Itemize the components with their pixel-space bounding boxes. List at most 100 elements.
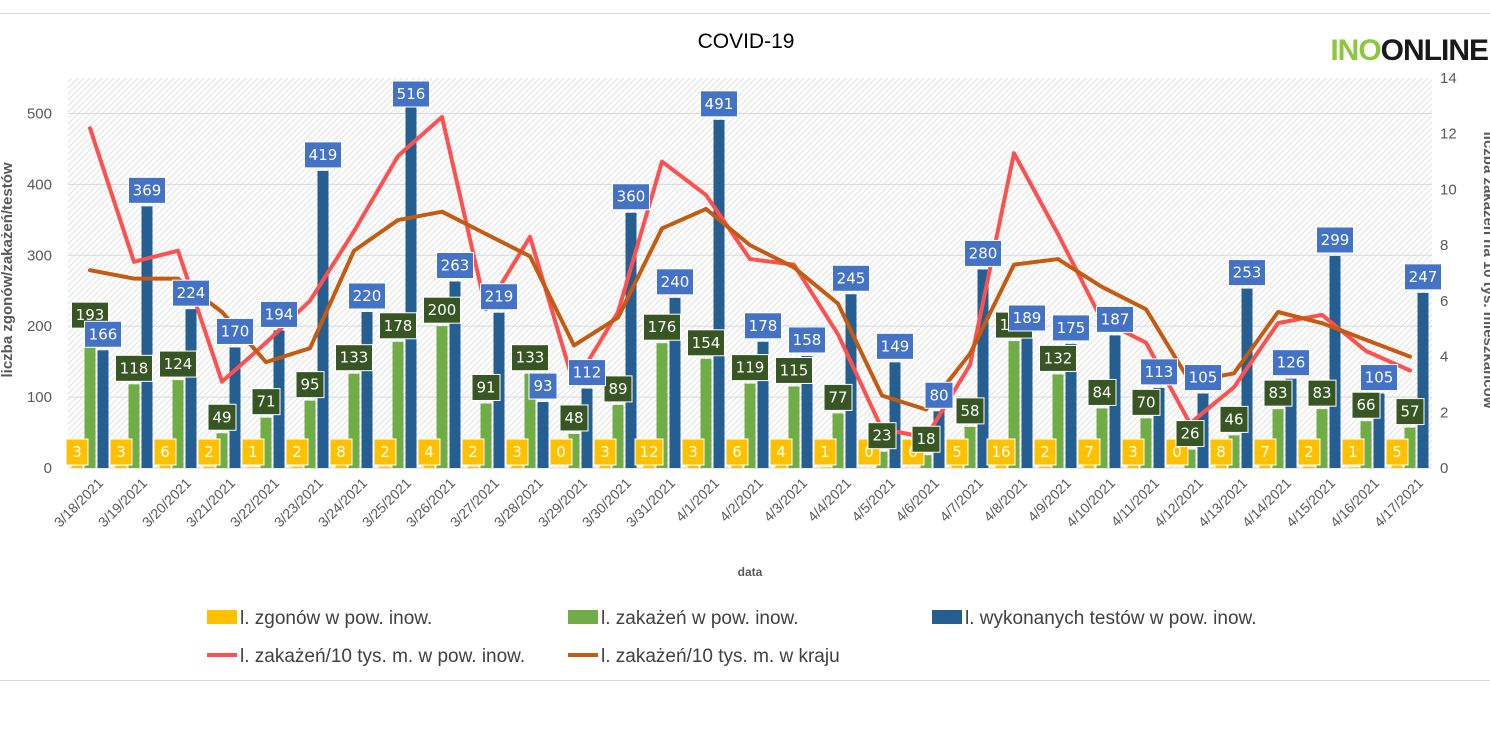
bar — [1316, 409, 1328, 468]
data-label: 2 — [204, 443, 214, 461]
data-label-box — [528, 372, 558, 400]
data-label: 5 — [1392, 443, 1402, 461]
bar — [687, 465, 699, 468]
data-label: 200 — [428, 301, 457, 319]
bar — [669, 297, 681, 468]
x-tick-label: 3/31/2021 — [623, 475, 679, 531]
bar — [889, 362, 901, 468]
data-label: 95 — [300, 376, 319, 394]
data-label-box — [832, 264, 870, 292]
data-label: 119 — [736, 359, 765, 377]
bar — [964, 426, 976, 468]
data-label: 263 — [441, 257, 470, 275]
data-label: 240 — [661, 273, 690, 291]
top-border — [0, 13, 1490, 14]
data-label-box — [115, 354, 153, 382]
bar — [845, 294, 857, 468]
data-label: 7 — [1260, 443, 1270, 461]
data-label-box — [392, 80, 430, 108]
data-label-box — [823, 383, 853, 411]
data-label: 247 — [1409, 268, 1438, 286]
data-label: 112 — [573, 364, 602, 382]
bar — [1096, 408, 1108, 468]
data-label-box — [461, 438, 485, 466]
x-axis-ticks: 3/18/20213/19/20213/20/20213/21/20213/22… — [51, 475, 1427, 531]
y-tick-label: 100 — [27, 389, 52, 406]
data-label-box — [251, 388, 281, 416]
data-label-box — [1008, 304, 1046, 332]
data-label: 105 — [1189, 369, 1218, 387]
data-label: 133 — [516, 349, 545, 367]
data-label: 57 — [1400, 403, 1419, 421]
data-label: 58 — [960, 402, 979, 420]
data-label-box — [775, 356, 813, 384]
data-label-box — [1307, 379, 1337, 407]
data-label-box — [285, 438, 309, 466]
data-label: 516 — [397, 85, 426, 103]
data-label-box — [1077, 438, 1101, 466]
data-label-box — [643, 313, 681, 341]
data-label-box — [924, 381, 954, 409]
legend-swatch — [207, 610, 237, 624]
x-tick-label: 4/5/2021 — [848, 475, 898, 525]
data-label: 91 — [476, 378, 495, 396]
data-label: 0 — [556, 443, 566, 461]
data-label-box — [417, 438, 441, 466]
bar — [788, 386, 800, 468]
bar — [436, 326, 448, 468]
x-tick-label: 4/3/2021 — [760, 475, 810, 525]
bar — [1140, 418, 1152, 468]
data-label-box — [1052, 314, 1090, 342]
data-label-box — [681, 438, 705, 466]
bar — [379, 466, 391, 468]
data-label-box — [505, 438, 529, 466]
bar — [141, 206, 153, 468]
bar — [260, 417, 272, 468]
data-label: 77 — [828, 388, 847, 406]
bar — [159, 463, 171, 468]
data-label: 2 — [1040, 443, 1050, 461]
y2-tick-label: 14 — [1440, 70, 1457, 87]
data-label-box — [1121, 438, 1145, 466]
bar — [1241, 288, 1253, 468]
data-label: 7 — [1084, 443, 1094, 461]
bar — [568, 433, 580, 468]
x-tick-label: 4/17/2021 — [1371, 475, 1427, 531]
data-label: 419 — [309, 146, 338, 164]
data-label: 124 — [164, 355, 193, 373]
legend-label: l. zakażeń w pow. inow. — [601, 608, 799, 629]
data-label-box — [1131, 388, 1161, 416]
y2-tick-label: 4 — [1440, 349, 1448, 366]
x-tick-label: 4/7/2021 — [936, 475, 986, 525]
data-label-box — [1253, 438, 1277, 466]
data-label: 93 — [533, 377, 552, 395]
data-label-box — [955, 397, 985, 425]
data-label: 178 — [384, 317, 413, 335]
bar — [97, 350, 109, 468]
bar — [216, 433, 228, 468]
data-label-box — [744, 312, 782, 340]
bar — [1021, 333, 1033, 468]
data-label-box — [84, 320, 122, 348]
bar — [1391, 464, 1403, 468]
bar — [291, 466, 303, 468]
y2-axis-ticks: 0 2 4 6 8 10 12 14 — [1440, 70, 1457, 477]
bar — [247, 467, 259, 468]
bar — [1373, 393, 1385, 468]
data-label-box — [656, 268, 694, 296]
data-label-box — [260, 300, 298, 328]
data-label: 3 — [688, 443, 698, 461]
data-label: 0 — [1172, 443, 1182, 461]
bar — [612, 404, 624, 468]
data-label-box — [423, 296, 461, 324]
data-label: 105 — [1365, 369, 1394, 387]
bar — [480, 403, 492, 468]
data-label-box — [207, 403, 237, 431]
data-label: 18 — [916, 430, 935, 448]
data-label: 3 — [116, 443, 126, 461]
bar — [1285, 378, 1297, 468]
y2-tick-label: 8 — [1440, 237, 1448, 254]
data-label: 3 — [600, 443, 610, 461]
data-label: 299 — [1321, 231, 1350, 249]
